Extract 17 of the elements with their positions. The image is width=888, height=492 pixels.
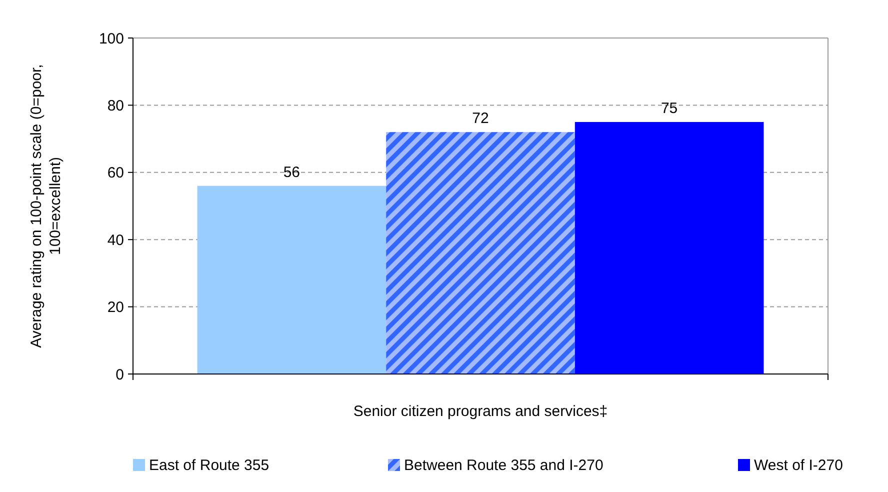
y-tick-label: 80: [107, 97, 124, 114]
data-label: 56: [283, 164, 300, 181]
y-tick-label: 0: [116, 366, 124, 384]
y-tick-label: 60: [107, 164, 124, 182]
y-tick-label: 20: [107, 299, 124, 316]
legend-label: West of I-270: [754, 457, 843, 474]
x-tick-label: Senior citizen programs and services‡: [353, 403, 608, 420]
bar: [574, 122, 764, 374]
legend-label: East of Route 355: [149, 457, 270, 474]
bar: [386, 132, 575, 374]
data-label: 75: [660, 100, 678, 117]
legend-label: Between Route 355 and I-270: [404, 457, 604, 474]
y-tick-label: 40: [107, 232, 124, 249]
y-axis-title: Average rating on 100-point scale (0=poor, 100=excellent): [28, 64, 64, 348]
y-tick-label: 100: [98, 30, 124, 48]
data-label: 72: [472, 110, 489, 128]
bar: [197, 186, 386, 374]
